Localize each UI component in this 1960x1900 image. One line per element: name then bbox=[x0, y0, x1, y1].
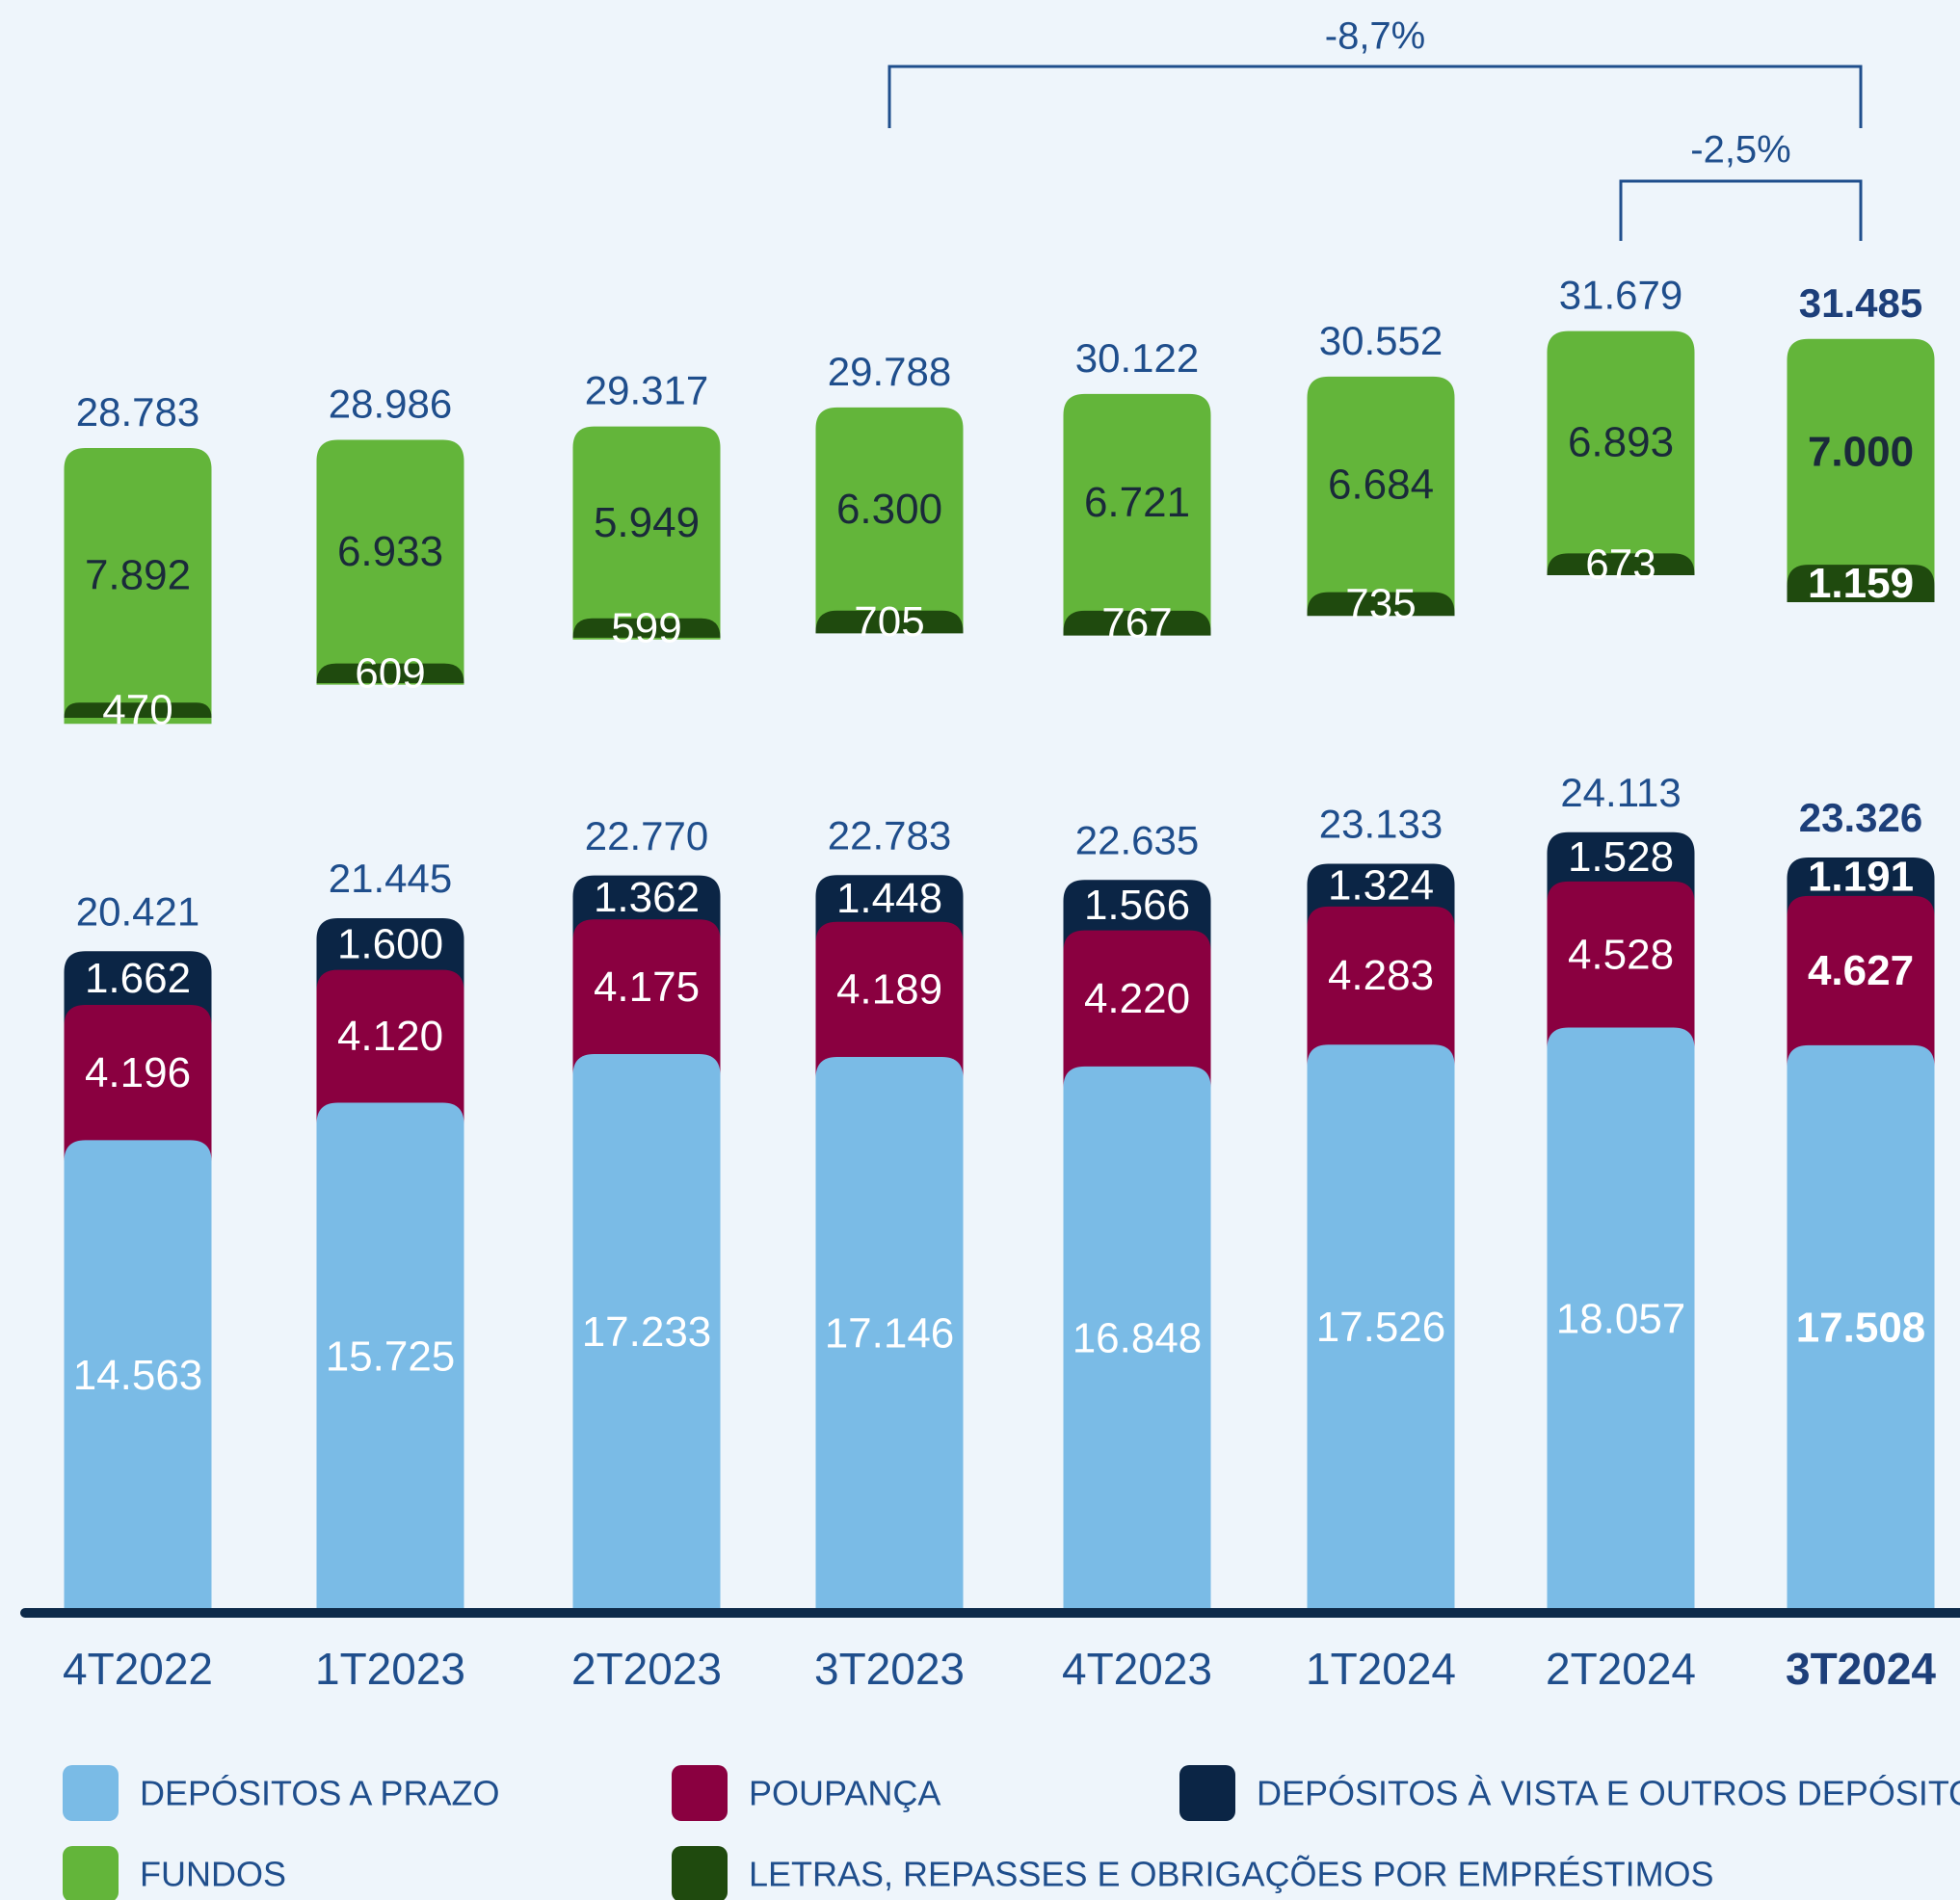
value-label: 705 bbox=[854, 598, 924, 646]
total-label: 29.317 bbox=[585, 368, 708, 413]
value-label: 735 bbox=[1345, 581, 1416, 628]
value-label: 18.057 bbox=[1556, 1295, 1686, 1342]
total-label: 21.445 bbox=[329, 856, 452, 901]
x-tick-label: 2T2024 bbox=[1546, 1644, 1696, 1694]
value-label: 15.725 bbox=[326, 1333, 456, 1380]
value-label: 1.362 bbox=[594, 874, 700, 921]
value-label: 17.233 bbox=[582, 1308, 712, 1356]
value-label: 1.324 bbox=[1328, 861, 1434, 909]
value-label: 673 bbox=[1585, 541, 1655, 588]
total-label: 28.783 bbox=[76, 389, 199, 435]
total-label: 31.485 bbox=[1799, 280, 1922, 326]
legend-swatch bbox=[63, 1846, 119, 1900]
x-tick-label: 3T2024 bbox=[1786, 1644, 1936, 1694]
value-label: 470 bbox=[102, 687, 172, 734]
value-label: 1.566 bbox=[1084, 882, 1190, 929]
value-label: 767 bbox=[1101, 599, 1172, 647]
total-label: 20.421 bbox=[76, 888, 199, 934]
legend-swatch bbox=[672, 1846, 728, 1900]
total-label: 22.770 bbox=[585, 813, 708, 858]
total-label: 28.986 bbox=[329, 382, 452, 427]
legend-label: POUPANÇA bbox=[749, 1774, 940, 1813]
value-label: 7.892 bbox=[85, 552, 191, 599]
total-label: 23.326 bbox=[1799, 795, 1922, 840]
value-label: 4.196 bbox=[85, 1049, 191, 1096]
value-label: 17.508 bbox=[1796, 1305, 1926, 1352]
x-tick-label: 3T2023 bbox=[814, 1644, 965, 1694]
value-label: 14.563 bbox=[73, 1352, 203, 1399]
value-label: 7.000 bbox=[1808, 429, 1914, 476]
legend-label: LETRAS, REPASSES E OBRIGAÇÕES POR EMPRÉS… bbox=[749, 1855, 1714, 1894]
annotation: -8,7% bbox=[1325, 15, 1426, 58]
value-label: 1.662 bbox=[85, 955, 191, 1002]
legend-label: FUNDOS bbox=[140, 1855, 286, 1894]
value-label: 4.220 bbox=[1084, 975, 1190, 1022]
page: 14.563 4.196 1.662 20.421 470 7.892 28.783 4T20… bbox=[0, 0, 1960, 1900]
value-label: 1.159 bbox=[1808, 560, 1914, 607]
value-label: 609 bbox=[355, 649, 425, 697]
value-label: 4.189 bbox=[836, 965, 942, 1013]
x-tick-label: 4T2023 bbox=[1062, 1644, 1212, 1694]
value-label: 16.848 bbox=[1073, 1315, 1203, 1362]
value-label: 5.949 bbox=[594, 499, 700, 546]
total-label: 22.783 bbox=[828, 812, 951, 858]
value-label: 1.448 bbox=[836, 875, 942, 922]
legend-swatch bbox=[63, 1765, 119, 1821]
value-label: 17.526 bbox=[1316, 1304, 1446, 1351]
value-label: 4.175 bbox=[594, 963, 700, 1011]
total-label: 23.133 bbox=[1319, 802, 1443, 847]
x-tick-label: 2T2023 bbox=[571, 1644, 722, 1694]
total-label: 24.113 bbox=[1560, 770, 1681, 815]
value-label: 1.600 bbox=[337, 920, 443, 967]
annotation: -2,5% bbox=[1690, 129, 1791, 172]
x-tick-label: 1T2023 bbox=[315, 1644, 465, 1694]
value-label: 17.146 bbox=[825, 1310, 955, 1358]
value-label: 6.933 bbox=[337, 528, 443, 575]
total-label: 30.122 bbox=[1075, 335, 1199, 381]
value-label: 6.684 bbox=[1328, 461, 1434, 508]
legend-label: DEPÓSITOS A PRAZO bbox=[140, 1774, 499, 1813]
total-label: 31.679 bbox=[1559, 273, 1682, 318]
value-label: 4.627 bbox=[1808, 947, 1914, 994]
chart: 14.563 4.196 1.662 20.421 470 7.892 28.783 4T20… bbox=[0, 0, 1960, 1900]
value-label: 1.191 bbox=[1808, 854, 1914, 901]
value-label: 6.721 bbox=[1084, 479, 1190, 526]
x-tick-label: 1T2024 bbox=[1306, 1644, 1456, 1694]
total-label: 22.635 bbox=[1075, 817, 1199, 862]
value-label: 1.528 bbox=[1568, 833, 1674, 881]
legend-label: DEPÓSITOS À VISTA E OUTROS DEPÓSITOS bbox=[1257, 1774, 1960, 1813]
legend-swatch bbox=[1179, 1765, 1235, 1821]
legend-swatch bbox=[672, 1765, 728, 1821]
value-label: 4.120 bbox=[337, 1013, 443, 1060]
value-label: 4.283 bbox=[1328, 952, 1434, 999]
value-label: 4.528 bbox=[1568, 931, 1674, 978]
total-label: 30.552 bbox=[1319, 318, 1443, 363]
total-label: 29.788 bbox=[828, 349, 951, 394]
x-tick-label: 4T2022 bbox=[63, 1644, 213, 1694]
value-label: 6.300 bbox=[836, 486, 942, 533]
value-label: 599 bbox=[611, 604, 681, 651]
value-label: 6.893 bbox=[1568, 419, 1674, 466]
